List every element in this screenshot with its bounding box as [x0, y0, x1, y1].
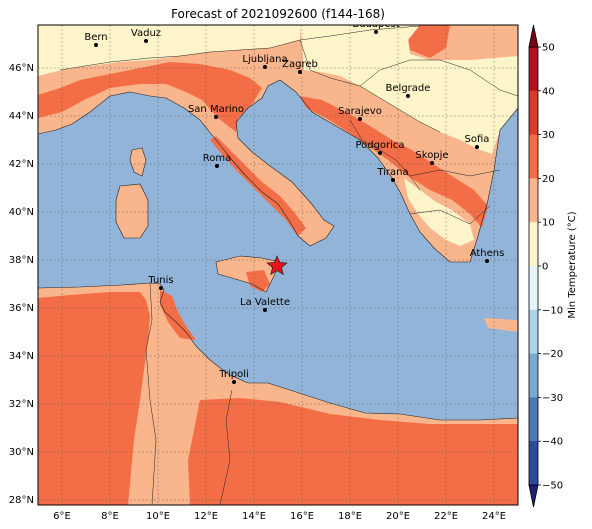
lat-tick: 42°N — [9, 159, 34, 170]
colorbar-tick-label: −30 — [542, 393, 563, 404]
greek-island-strip — [484, 318, 518, 332]
lon-tick: 20°E — [386, 511, 410, 522]
graticule — [38, 25, 518, 505]
lat-tick-labels: 28°N 30°N 32°N 34°N 36°N 38°N 40°N 42°N … — [9, 63, 34, 506]
coastline-africa — [38, 282, 518, 421]
country-borders — [59, 25, 518, 505]
lon-tick: 16°E — [290, 511, 314, 522]
colorbar-tick-label: −20 — [542, 349, 563, 360]
sicily-hot-patch — [246, 270, 270, 292]
colorbar-segment — [529, 134, 538, 179]
map-frame — [37, 24, 519, 506]
alps-hot-patch — [408, 25, 450, 58]
coastline-sicily — [215, 255, 281, 293]
italy-hot-band — [210, 136, 306, 236]
colorbar-bottom-arrow — [528, 484, 539, 508]
colorbar-segment — [529, 397, 538, 442]
city-labels: Bern Vaduz Budapest Ljubljana Zagreb Bel… — [84, 19, 505, 380]
city-label: Bern — [84, 32, 107, 43]
colorbar-segment — [529, 441, 538, 486]
map-area: Bern Vaduz Budapest Ljubljana Zagreb Bel… — [38, 19, 518, 505]
city-label: Belgrade — [386, 83, 431, 94]
city-label: Vaduz — [131, 28, 161, 39]
lat-tick: 46°N — [9, 63, 34, 74]
city-label: Tunis — [147, 275, 173, 286]
city-label: Roma — [203, 153, 232, 164]
libya-hot-zone — [188, 398, 518, 505]
colorbar-segment — [529, 178, 538, 223]
colorbar: 50 40 30 20 10 0 −10 −20 −30 −40 −50 Min Temperatu… — [528, 24, 578, 508]
tunisia-coast-hot — [160, 290, 196, 340]
lat-tick: 40°N — [9, 207, 34, 218]
city-label: Athens — [470, 248, 505, 259]
colorbar-ticks: 50 40 30 20 10 0 −10 −20 −30 −40 −50 — [538, 43, 563, 492]
lat-tick: 32°N — [9, 399, 34, 410]
coastline-corsica — [129, 147, 147, 177]
lon-tick-labels: 6°E 8°E 10°E 12°E 14°E 16°E 18°E 20°E 22… — [53, 511, 506, 522]
colorbar-top-arrow — [528, 24, 539, 48]
colorbar-tick-label: −50 — [542, 481, 563, 492]
city-dots — [94, 30, 489, 384]
city-label: Podgorica — [355, 140, 404, 151]
city-label: Zagreb — [282, 59, 318, 70]
lat-tick: 36°N — [9, 303, 34, 314]
lat-tick: 28°N — [9, 495, 34, 506]
city-label: Skopje — [415, 150, 448, 161]
colorbar-tick-label: 0 — [542, 262, 548, 273]
lat-tick: 44°N — [9, 111, 34, 122]
lon-tick: 14°E — [242, 511, 266, 522]
city-label: Tirana — [376, 167, 408, 178]
colorbar-segment — [529, 47, 538, 92]
city-label: La Valette — [240, 297, 290, 308]
lon-tick: 6°E — [53, 511, 71, 522]
colorbar-segment — [529, 266, 538, 311]
colorbar-tick-label: −10 — [542, 305, 563, 316]
balkan-hot-band — [300, 96, 488, 228]
figure-title: Forecast of 2021092600 (f144-168) — [171, 7, 385, 21]
lon-tick: 10°E — [146, 511, 170, 522]
coastline-sardinia — [115, 183, 149, 239]
colorbar-tick-label: 10 — [542, 218, 555, 229]
city-label: San Marino — [188, 104, 244, 115]
lon-tick: 22°E — [434, 511, 458, 522]
colorbar-segments — [528, 46, 539, 486]
colorbar-tick-label: −40 — [542, 437, 563, 448]
lon-tick: 12°E — [194, 511, 218, 522]
city-label: Sarajevo — [338, 106, 382, 117]
coastline — [38, 79, 518, 263]
colorbar-tick-label: 50 — [542, 43, 555, 54]
city-label: Tripoli — [218, 369, 249, 380]
colorbar-segment — [529, 309, 538, 355]
red-star-icon — [266, 255, 288, 276]
lat-tick: 30°N — [9, 447, 34, 458]
colorbar-tick-label: 30 — [542, 130, 555, 141]
lat-tick: 38°N — [9, 255, 34, 266]
balkan-cool-region — [300, 25, 518, 154]
colorbar-tick-label: 40 — [542, 86, 555, 97]
colorbar-segment — [529, 222, 538, 267]
colorbar-segment — [529, 353, 538, 398]
city-label: Budapest — [352, 19, 399, 30]
colorbar-segment — [529, 90, 538, 136]
lon-tick: 18°E — [338, 511, 362, 522]
city-label: Ljubljana — [242, 54, 287, 65]
europe-hot-band — [38, 62, 262, 132]
corsica-island — [130, 148, 146, 176]
colorbar-tick-label: 20 — [542, 174, 555, 185]
lat-tick: 34°N — [9, 351, 34, 362]
lon-tick: 24°E — [482, 511, 506, 522]
sardinia-island — [116, 184, 148, 238]
lon-tick: 8°E — [101, 511, 119, 522]
city-label: Sofia — [465, 134, 490, 145]
colorbar-label: Min Temperature (°C) — [567, 211, 578, 318]
